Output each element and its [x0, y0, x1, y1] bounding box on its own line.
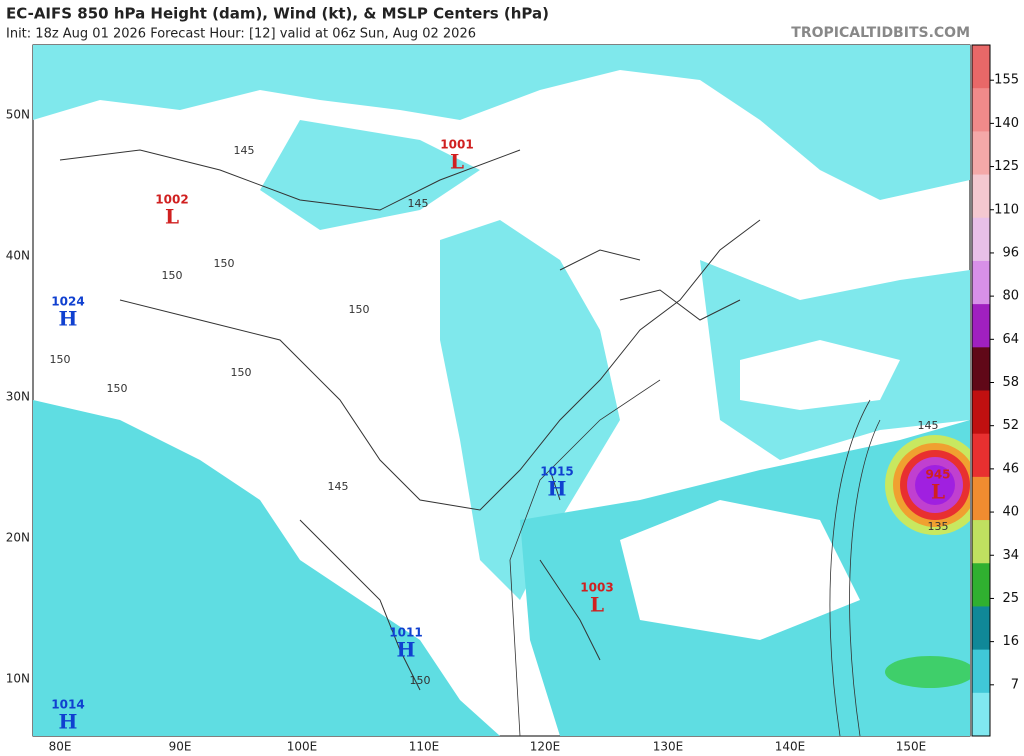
pressure-value: 1001: [440, 138, 473, 152]
pressure-value: 1015: [540, 465, 573, 479]
colorbar-segment: [972, 649, 990, 694]
colorbar-segment: [972, 304, 990, 348]
lat-label: 30N: [6, 390, 30, 404]
colorbar-segment: [972, 45, 990, 89]
colorbar-tick-label: 25: [1002, 591, 1019, 606]
colorbar-tick-label: 34: [1002, 548, 1019, 563]
lon-label: 110E: [409, 740, 440, 754]
colorbar-tick-label: 40: [1002, 505, 1019, 520]
colorbar-segment: [972, 174, 990, 219]
contour-label: 145: [234, 144, 255, 157]
colorbar-segment: [972, 217, 990, 262]
colorbar-tick-label: 58: [1002, 375, 1019, 390]
colorbar-segment: [972, 390, 990, 435]
colorbar-frame: [971, 44, 991, 737]
lon-label: 140E: [775, 740, 806, 754]
colorbar-segment: [972, 433, 990, 478]
colorbar-tick-label: 7: [1011, 677, 1019, 692]
colorbar-segment: [972, 520, 990, 564]
colorbar-segment: [972, 692, 990, 737]
contour-label: 145: [408, 197, 429, 210]
pressure-letter: H: [59, 710, 78, 734]
contour-label: 150: [107, 382, 128, 395]
pressure-value: 945: [925, 468, 950, 482]
lon-label: 90E: [169, 740, 192, 754]
colorbar-tick-label: 80: [1002, 289, 1019, 304]
colorbar-segment: [972, 131, 990, 176]
site-name: TROPICALTIDBITS.COM: [791, 25, 970, 41]
colorbar-segment: [972, 606, 990, 651]
pressure-value: 1014: [51, 698, 84, 712]
contour-label: 150: [231, 366, 252, 379]
subtitle: Init: 18z Aug 01 2026 Forecast Hour: [12…: [6, 27, 476, 42]
lon-label: 80E: [49, 740, 72, 754]
colorbar-tick-label: 64: [1002, 332, 1019, 347]
colorbar-tick-label: 96: [1002, 245, 1019, 260]
colorbar-segment: [972, 476, 990, 521]
lat-label: 40N: [6, 249, 30, 263]
colorbar-tick-label: 46: [1002, 461, 1019, 476]
contour-label: 135: [928, 520, 949, 533]
lat-label: 10N: [6, 672, 30, 686]
lat-labels: 50N 40N 30N 20N 10N: [6, 108, 30, 686]
colorbar-tick-label: 16: [1002, 634, 1019, 649]
map: 50N 40N 30N 20N 10N 80E 90E 100E 110E 120E 130E 14…: [6, 44, 971, 754]
colorbar-segment: [972, 563, 990, 607]
contour-label: 145: [328, 480, 349, 493]
lat-label: 50N: [6, 108, 30, 122]
colorbar-segment: [972, 88, 990, 132]
pressure-letter: H: [548, 477, 567, 501]
colorbar-segment: [972, 347, 990, 391]
colorbar-tick-label: 125: [994, 159, 1019, 174]
pressure-letter: H: [397, 638, 416, 662]
pressure-letter: L: [931, 480, 945, 504]
contour-label: 150: [162, 269, 183, 282]
pressure-value: 1011: [389, 626, 422, 640]
colorbar: 155 140 125 110 96 80 64 58 52 46 40 34 25 16 7: [971, 44, 1019, 737]
pressure-letter: L: [165, 205, 179, 229]
colorbar-tick-label: 52: [1002, 418, 1019, 433]
pressure-letter: H: [59, 307, 78, 331]
lon-label: 150E: [896, 740, 927, 754]
contour-label: 145: [918, 419, 939, 432]
lon-label: 120E: [530, 740, 561, 754]
lon-label: 130E: [653, 740, 684, 754]
pressure-value: 1002: [155, 193, 188, 207]
contour-label: 150: [214, 257, 235, 270]
pressure-value: 1003: [580, 581, 613, 595]
pressure-value: 1024: [51, 295, 84, 309]
contour-label: 150: [50, 353, 71, 366]
colorbar-segment: [972, 260, 990, 305]
contour-label: 150: [349, 303, 370, 316]
lon-labels: 80E 90E 100E 110E 120E 130E 140E 150E: [49, 740, 927, 754]
lon-label: 100E: [287, 740, 318, 754]
title: EC-AIFS 850 hPa Height (dam), Wind (kt),…: [6, 5, 549, 23]
wind-shading: [33, 45, 970, 736]
colorbar-tick-label: 155: [994, 73, 1019, 88]
contour-labels: 145 145 145 145 150 150 150 150 150 150 150 135: [50, 144, 949, 687]
colorbar-tick-label: 110: [994, 202, 1019, 217]
contour-label: 150: [410, 674, 431, 687]
colorbar-tick-label: 140: [994, 116, 1019, 131]
pressure-letter: L: [590, 593, 604, 617]
lat-label: 20N: [6, 531, 30, 545]
pressure-letter: L: [450, 150, 464, 174]
